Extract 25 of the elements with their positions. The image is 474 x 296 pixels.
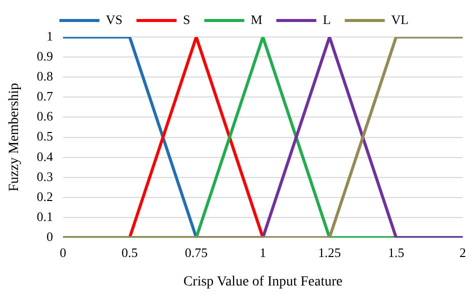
legend-label: S <box>183 12 190 27</box>
x-tick-label: 1.25 <box>318 244 341 260</box>
x-tick-label: 0 <box>60 244 66 260</box>
legend-label: M <box>250 12 263 27</box>
y-axis-title: Fuzzy Membership <box>7 83 22 192</box>
y-tick-label: 0 <box>46 229 54 244</box>
y-tick-label: 0.3 <box>36 168 54 184</box>
x-tick-label: 1.5 <box>388 244 404 260</box>
legend-label: L <box>322 12 331 27</box>
x-tick-label: 1 <box>260 244 266 260</box>
x-axis-title: Crisp Value of Input Feature <box>183 274 342 290</box>
y-tick-label: 0.1 <box>36 208 54 224</box>
y-tick-label: 0.2 <box>36 188 54 204</box>
y-tick-label: 0.8 <box>36 68 54 84</box>
y-tick-label: 0.4 <box>36 148 54 164</box>
y-tick-label: 0.5 <box>36 128 54 144</box>
y-tick-label: 0.6 <box>36 108 54 124</box>
y-tick-label: 1 <box>46 28 54 44</box>
x-tick-label: 0.5 <box>122 244 138 260</box>
legend-label: VS <box>106 12 123 27</box>
x-tick-label: 0.75 <box>184 244 208 260</box>
y-tick-label: 0.9 <box>36 48 54 64</box>
legend-label: VL <box>391 12 409 27</box>
x-tick-label: 2 <box>460 244 466 260</box>
y-tick-label: 0.7 <box>36 88 54 104</box>
